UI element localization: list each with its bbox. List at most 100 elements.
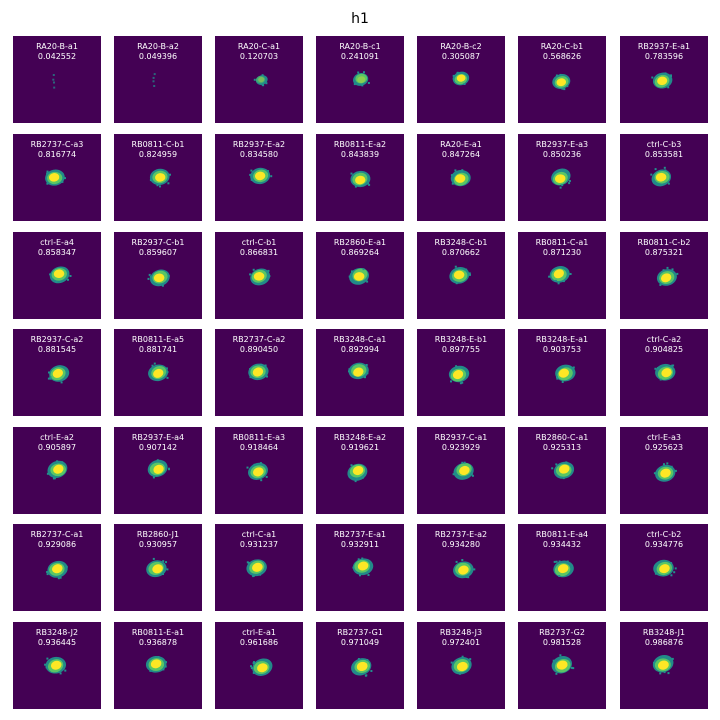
- blob-pixel: [461, 381, 464, 384]
- blob-pixel: [357, 558, 360, 561]
- cell-blob: [448, 365, 470, 385]
- image-panel: RB0811-C-a1 0.871230: [518, 232, 606, 319]
- blob-pixel: [46, 172, 49, 175]
- blob-pixel: [270, 175, 273, 178]
- cell-blob: [650, 166, 672, 187]
- panel-sample-label: RB3248-J2: [35, 628, 79, 637]
- blob-pixel: [46, 571, 49, 573]
- panel-sample-label: ctrl-C-b2: [646, 530, 682, 539]
- blob-pixel: [167, 182, 170, 185]
- panel-sample-label: RA20-B-a1: [36, 42, 78, 51]
- panel-score-value: 0.890450: [239, 345, 279, 354]
- blob-pixel: [165, 561, 167, 564]
- blob-pixel: [149, 275, 152, 278]
- panel-sample-label: RB2860-J1: [136, 530, 180, 539]
- blob-pixel: [246, 466, 249, 469]
- blob-pixel: [470, 473, 473, 476]
- blob-pixel: [667, 182, 670, 185]
- blob-pixel: [249, 173, 252, 176]
- image-panel: RA20-B-a1 0.042552: [13, 36, 101, 123]
- blob-pixel: [149, 669, 152, 672]
- panel-score-value: 0.120703: [239, 52, 279, 61]
- panel-score-value: 0.981528: [542, 638, 582, 647]
- blob-pixel: [262, 84, 265, 87]
- blob-pixel: [46, 657, 49, 660]
- panel-sample-label: RB2937-E-a2: [232, 140, 286, 149]
- cell-blob: [52, 74, 56, 89]
- blob-pixel: [265, 475, 268, 478]
- blob-pixel: [162, 668, 165, 671]
- cell-blob: [452, 461, 474, 480]
- blob-pixel: [64, 177, 66, 180]
- blob-pixel: [370, 670, 373, 672]
- blob-pixel: [670, 75, 672, 78]
- cell-blob: [450, 655, 472, 675]
- blob-pixel: [351, 270, 353, 273]
- blob-pixel: [562, 477, 565, 480]
- blob-pixel: [671, 268, 674, 271]
- blob-pixel: [473, 568, 476, 571]
- blob-pixel: [49, 377, 52, 380]
- panel-score-value: 0.931237: [239, 540, 279, 549]
- blob-pixel: [367, 574, 370, 576]
- image-panel: RB0811-E-a1 0.936878: [114, 622, 202, 709]
- panel-score-value: 0.843839: [340, 150, 380, 159]
- panel-sample-label: ctrl-C-a1: [241, 530, 277, 539]
- blob-pixel: [61, 180, 64, 183]
- blob-pixel: [561, 381, 564, 383]
- blob-pixel: [559, 476, 562, 479]
- panel-score-value: 0.925313: [542, 443, 582, 452]
- panel-score-value: 0.904825: [644, 345, 684, 354]
- cell-blob: [350, 170, 371, 188]
- cell-blob: [651, 72, 673, 89]
- image-panel: RB3248-E-a1 0.903753: [518, 329, 606, 416]
- panel-sample-label: RA20-B-c2: [440, 42, 482, 51]
- panel-sample-label: RB0811-E-a1: [131, 628, 185, 637]
- blob-pixel: [52, 74, 55, 76]
- blob-pixel: [348, 368, 351, 371]
- blob-pixel: [553, 560, 556, 563]
- blob-pixel: [57, 577, 60, 580]
- blob-pixel: [548, 275, 551, 278]
- blob-pixel: [260, 479, 263, 482]
- panel-score-value: 0.049396: [138, 52, 178, 61]
- blob-pixel: [361, 557, 364, 560]
- image-panel: RB3248-J3 0.972401: [417, 622, 505, 709]
- blob-pixel: [162, 560, 165, 563]
- blob-layer: [153, 273, 165, 283]
- cell-blob: [46, 560, 68, 580]
- blob-layer: [660, 273, 672, 283]
- blob-pixel: [572, 366, 575, 369]
- blob-layer: [661, 368, 672, 378]
- panel-score-value: 0.824959: [138, 150, 178, 159]
- blob-layer: [153, 464, 164, 474]
- blob-layer: [258, 76, 265, 83]
- panel-sample-label: ctrl-C-b1: [241, 238, 277, 247]
- blob-pixel: [558, 560, 561, 563]
- panel-score-value: 0.925623: [644, 443, 684, 452]
- blob-layer: [252, 562, 263, 572]
- blob-pixel: [164, 464, 167, 467]
- blob-pixel: [49, 273, 52, 276]
- image-panel: RB2737-G1 0.971049: [316, 622, 404, 709]
- image-panel: RB2937-E-a4 0.907142: [114, 427, 202, 514]
- panel-sample-label: RB2737-C-a1: [30, 530, 84, 539]
- panel-sample-label: ctrl-C-a2: [646, 335, 682, 344]
- blob-pixel: [164, 665, 167, 668]
- blob-pixel: [153, 73, 156, 76]
- cell-blob: [47, 365, 70, 384]
- image-panel: RB3248-E-b1 0.897755: [417, 329, 505, 416]
- blob-pixel: [663, 463, 665, 466]
- blob-layer: [558, 464, 570, 474]
- blob-pixel: [357, 71, 360, 74]
- blob-pixel: [461, 169, 464, 172]
- blob-pixel: [350, 172, 353, 175]
- panel-sample-label: RB0811-E-a2: [333, 140, 387, 149]
- blob-pixel: [558, 575, 561, 577]
- blob-pixel: [554, 279, 557, 282]
- cell-blob: [246, 462, 268, 482]
- panel-sample-label: RB3248-C-b1: [434, 238, 488, 247]
- cell-blob: [548, 266, 572, 285]
- panel-score-value: 0.929086: [37, 540, 77, 549]
- cell-blob: [551, 654, 575, 675]
